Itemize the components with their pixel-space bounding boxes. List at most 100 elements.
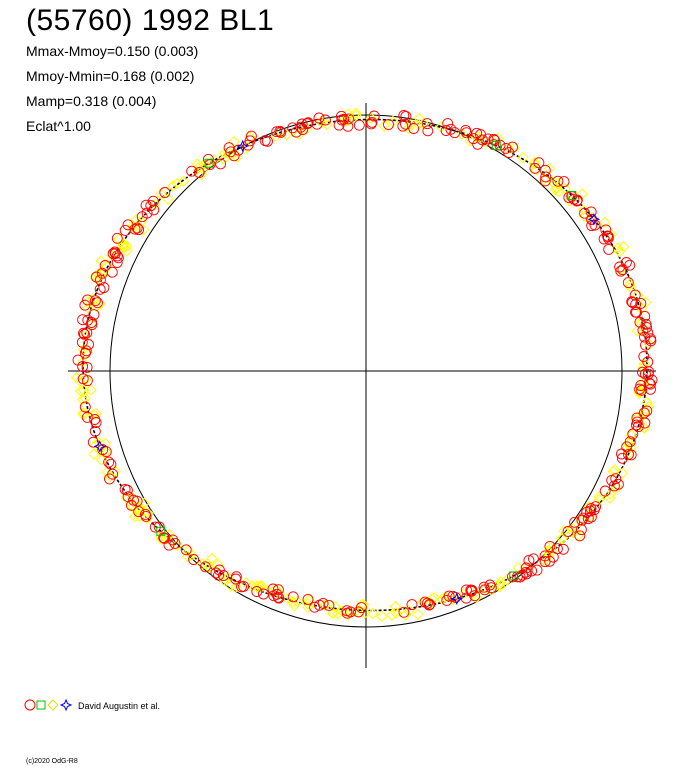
red-circle-point bbox=[563, 192, 575, 203]
red-circle-point bbox=[440, 125, 452, 136]
yellow-diamond-point bbox=[633, 387, 646, 399]
red-circle-point bbox=[539, 175, 551, 187]
blue-star-point bbox=[450, 592, 464, 606]
red-circle-point bbox=[139, 508, 151, 520]
red-circle-point bbox=[617, 264, 629, 276]
red-circle-point bbox=[77, 373, 89, 385]
red-circle-point bbox=[313, 112, 325, 124]
yellow-diamond-point bbox=[95, 255, 107, 267]
yellow-diamond-point bbox=[195, 168, 208, 181]
yellow-diamond-point bbox=[219, 147, 231, 159]
red-circle-point bbox=[213, 569, 225, 581]
red-circle-point bbox=[615, 265, 627, 277]
red-circle-point bbox=[228, 150, 240, 162]
red-circle-point bbox=[92, 297, 103, 309]
yellow-diamond-point bbox=[85, 384, 97, 396]
red-circle-point bbox=[552, 175, 564, 187]
red-circle-point bbox=[169, 537, 181, 549]
red-circle-point bbox=[642, 368, 654, 380]
red-circle-point bbox=[590, 501, 602, 513]
red-circle-point bbox=[140, 199, 152, 211]
yellow-diamond-point bbox=[288, 599, 301, 612]
red-circle-point bbox=[408, 123, 420, 134]
yellow-diamond-point bbox=[208, 154, 221, 166]
green-square-point bbox=[156, 526, 166, 536]
red-circle-point bbox=[81, 327, 93, 339]
red-circle-point bbox=[521, 568, 532, 580]
red-circle-point bbox=[531, 564, 543, 576]
stat-mean-minus-min: Mmoy-Mmin=0.168 (0.002) bbox=[26, 68, 195, 84]
yellow-diamond-point bbox=[252, 582, 264, 594]
yellow-diamond-point bbox=[326, 607, 339, 620]
observation-points bbox=[70, 107, 658, 622]
red-circle-point bbox=[296, 118, 308, 130]
red-circle-point bbox=[104, 473, 115, 485]
red-circle-point bbox=[213, 564, 225, 576]
yellow-diamond-point bbox=[464, 135, 476, 147]
red-circle-point bbox=[624, 259, 636, 271]
red-circle-point bbox=[272, 584, 284, 596]
yellow-diamond-point bbox=[79, 392, 92, 405]
red-circle-point bbox=[111, 232, 123, 244]
red-circle-point bbox=[89, 295, 101, 307]
red-circle-point bbox=[112, 252, 124, 264]
yellow-diamond-point bbox=[282, 592, 294, 605]
yellow-diamond-point bbox=[473, 131, 486, 144]
yellow-diamond-point bbox=[218, 153, 230, 165]
red-circle-point bbox=[622, 277, 634, 289]
yellow-diamond-point bbox=[641, 397, 653, 409]
red-circle-point bbox=[353, 119, 365, 131]
yellow-diamond-point bbox=[138, 497, 150, 509]
red-circle-point bbox=[274, 125, 286, 137]
red-circle-point bbox=[81, 361, 93, 373]
green-square-point bbox=[491, 141, 501, 151]
red-circle-point bbox=[600, 224, 612, 236]
red-circle-point bbox=[314, 599, 325, 611]
red-circle-point bbox=[544, 555, 556, 567]
green-square-point bbox=[509, 571, 519, 581]
red-circle-point bbox=[355, 602, 367, 614]
red-circle-point bbox=[210, 567, 222, 579]
red-circle-point bbox=[602, 230, 613, 242]
red-circle-point bbox=[639, 331, 650, 343]
yellow-diamond-point bbox=[543, 549, 555, 562]
yellow-diamond-point bbox=[155, 188, 167, 200]
red-circle-point bbox=[575, 524, 587, 536]
stat-max-minus-mean: Mmax-Mmoy=0.150 (0.003) bbox=[26, 43, 199, 59]
yellow-diamond-point bbox=[281, 129, 293, 141]
red-circle-point bbox=[301, 118, 313, 130]
red-circle-point bbox=[215, 158, 227, 170]
red-circle-point bbox=[242, 139, 254, 151]
red-circle-point bbox=[638, 407, 650, 419]
red-circle-point bbox=[336, 114, 348, 126]
red-circle-point bbox=[529, 162, 541, 174]
red-circle-point bbox=[90, 271, 102, 283]
red-circle-point bbox=[603, 243, 615, 255]
red-circle-point bbox=[398, 606, 410, 618]
red-circle-point bbox=[383, 119, 394, 130]
red-circle-point bbox=[199, 561, 211, 573]
red-circle-point bbox=[94, 283, 106, 295]
red-circle-point bbox=[571, 194, 583, 206]
red-circle-point bbox=[642, 356, 654, 368]
yellow-diamond-point bbox=[76, 356, 89, 368]
red-circle-point bbox=[302, 593, 314, 605]
red-circle-point bbox=[471, 127, 483, 139]
red-circle-point bbox=[78, 327, 89, 339]
red-circle-point bbox=[423, 599, 435, 611]
red-circle-point bbox=[76, 336, 88, 348]
legend-star-icon bbox=[59, 698, 73, 712]
red-circle-point bbox=[343, 113, 355, 125]
red-circle-point bbox=[558, 176, 570, 188]
yellow-diamond-point bbox=[80, 373, 92, 386]
red-circle-point bbox=[627, 297, 638, 308]
red-circle-point bbox=[445, 123, 457, 135]
red-circle-point bbox=[638, 351, 650, 362]
red-circle-point bbox=[637, 324, 649, 336]
red-circle-point bbox=[106, 266, 118, 278]
red-circle-point bbox=[86, 319, 98, 331]
legend-square-icon bbox=[36, 700, 46, 710]
red-circle-point bbox=[539, 556, 551, 568]
red-circle-point bbox=[251, 586, 263, 597]
